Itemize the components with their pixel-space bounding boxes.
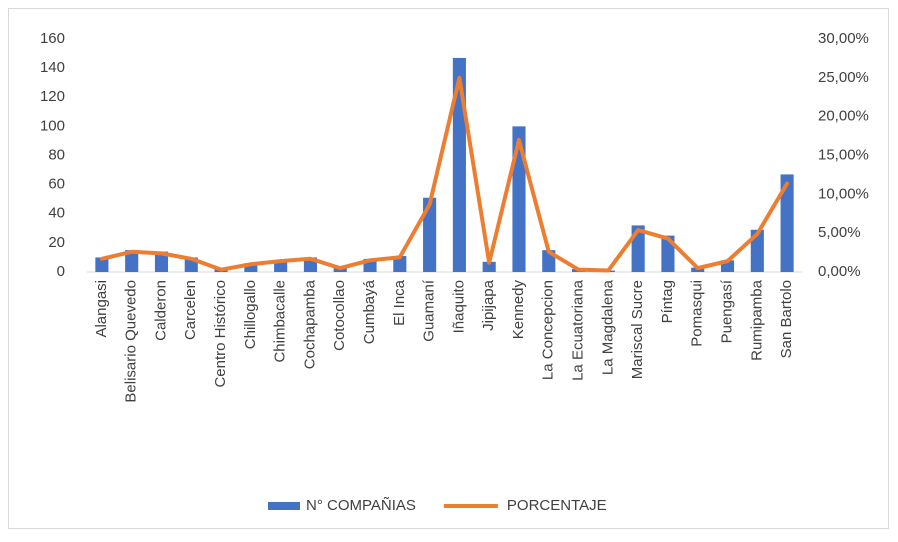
y2-tick-label: 25,00%	[818, 69, 869, 86]
bar	[95, 257, 109, 272]
bar	[274, 260, 288, 272]
bar	[423, 197, 437, 272]
bar	[482, 261, 496, 272]
x-tick-label: Chillogallo	[242, 280, 259, 349]
x-tick-label: Calderon	[152, 280, 169, 341]
x-tick-label: Kennedy	[510, 280, 527, 340]
bar	[393, 255, 407, 272]
x-tick-label: Cumbayá	[361, 279, 378, 344]
x-tick-label: Cochapamba	[301, 279, 318, 369]
bar	[661, 235, 675, 272]
y-tick-label: 140	[40, 59, 65, 76]
y2-tick-label: 0,00%	[818, 263, 861, 280]
y2-tick-label: 5,00%	[818, 224, 861, 241]
x-tick-label: Píntag	[659, 280, 676, 323]
x-tick-label: Guamaní	[421, 279, 438, 342]
y-tick-label: 40	[48, 205, 65, 222]
bar	[720, 260, 735, 272]
x-tick-label: Carcelen	[182, 280, 199, 340]
x-tick-label: Jipijapa	[480, 279, 497, 331]
x-tick-label: El Inca	[391, 279, 408, 326]
y-tick-label: 20	[48, 234, 65, 251]
x-tick-label: Cotocollao	[331, 280, 348, 351]
x-tick-label: Mariscal Sucre	[629, 280, 646, 379]
x-tick-label: Rumipamba	[748, 279, 765, 361]
bar	[452, 57, 466, 273]
y-tick-label: 100	[40, 117, 65, 134]
x-tick-label: San Bartolo	[778, 280, 795, 358]
x-tick-label: La Magdalena	[599, 279, 616, 375]
x-tick-label: Centro Histórico	[212, 280, 229, 388]
y2-tick-label: 30,00%	[818, 30, 869, 47]
bar	[512, 126, 526, 272]
y-tick-label: 160	[40, 30, 65, 47]
bar	[154, 251, 169, 272]
x-tick-label: Iñaquito	[450, 280, 467, 333]
bar	[244, 263, 258, 272]
y-tick-label: 60	[48, 176, 65, 193]
legend-marker	[268, 502, 300, 510]
bar	[780, 174, 794, 272]
x-tick-label: La Concepcion	[540, 280, 557, 380]
y2-tick-label: 10,00%	[818, 185, 869, 202]
legend-label: N° COMPAÑIAS	[306, 497, 416, 514]
x-tick-label: Pomasqui	[689, 280, 706, 347]
y-tick-label: 0	[57, 263, 65, 280]
line	[99, 75, 790, 273]
y-tick-label: 120	[40, 88, 65, 105]
y2-tick-label: 20,00%	[818, 108, 869, 125]
bar	[125, 250, 139, 272]
x-tick-label: Belisario Quevedo	[123, 280, 140, 403]
x-tick-label: Chimbacalle	[272, 280, 289, 363]
x-tick-label: La Ecuatoriana	[570, 279, 587, 381]
x-tick-label: Alangasi	[93, 280, 110, 338]
bar	[750, 229, 764, 272]
y-tick-label: 80	[48, 146, 65, 163]
x-tick-label: Puengasí	[718, 279, 735, 343]
legend-label: PORCENTAJE	[507, 497, 607, 514]
y2-tick-label: 15,00%	[818, 146, 869, 163]
